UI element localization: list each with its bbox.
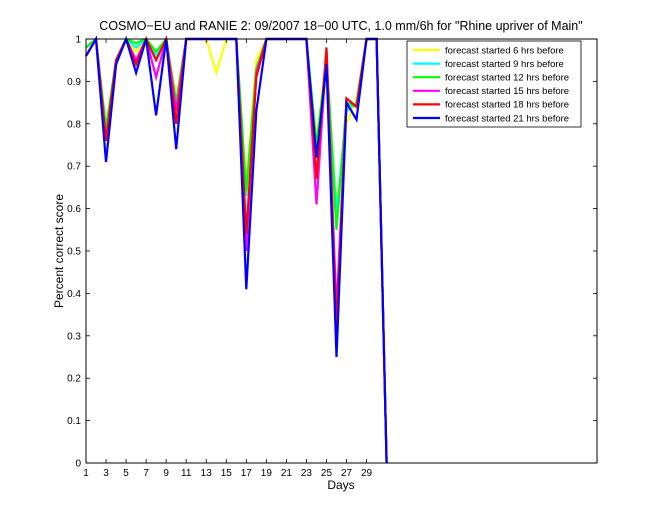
x-tick-label: 11 xyxy=(181,468,192,479)
x-tick-label: 29 xyxy=(361,468,373,479)
legend-entry-4: forecast started 15 hrs before xyxy=(445,86,569,97)
y-tick-label: 0.7 xyxy=(67,162,81,173)
x-tick-label: 27 xyxy=(341,468,353,479)
x-axis-label: Days xyxy=(327,478,354,492)
x-tick-label: 13 xyxy=(201,468,213,479)
x-tick-label: 1 xyxy=(83,468,89,479)
x-tick-label: 23 xyxy=(301,468,313,479)
x-tick-label: 25 xyxy=(321,468,333,479)
x-tick-label: 5 xyxy=(123,468,129,479)
ticks-layer: 1 3 5 7 9 11 13 15 17 19 21 23 25 27 2900.10.20.30.40.… xyxy=(67,35,597,479)
chart-title: COSMO−EU and RANIE 2: 09/2007 18−00 UTC,… xyxy=(99,19,582,33)
y-tick-label: 0.9 xyxy=(67,77,81,88)
y-tick-label: 0.2 xyxy=(67,374,81,385)
legend-box xyxy=(406,40,582,128)
y-tick-label: 1 xyxy=(75,35,81,46)
y-tick-label: 0.4 xyxy=(67,289,81,300)
y-tick-label: 0.1 xyxy=(67,416,81,427)
x-tick-label: 21 xyxy=(281,468,293,479)
legend-entry-6: forecast started 21 hrs before xyxy=(445,113,569,124)
x-tick-label: 9 xyxy=(163,468,169,479)
legend-entry-2: forecast started 9 hrs before xyxy=(445,59,564,70)
legend-entry-5: forecast started 18 hrs before xyxy=(445,100,569,111)
legend: forecast started 6 hrs before forecast st… xyxy=(406,40,582,128)
x-tick-label: 3 xyxy=(103,468,109,479)
y-tick-label: 0.6 xyxy=(67,204,81,215)
legend-entry-1: forecast started 6 hrs before xyxy=(445,45,564,56)
x-tick-label: 19 xyxy=(261,468,273,479)
y-tick-label: 0.8 xyxy=(67,119,81,130)
legend-entry-3: forecast started 12 hrs before xyxy=(445,73,569,84)
y-tick-label: 0.5 xyxy=(67,247,81,258)
x-tick-label: 17 xyxy=(241,468,253,479)
y-tick-label: 0.3 xyxy=(67,331,81,342)
x-tick-label: 15 xyxy=(221,468,233,479)
x-tick-label: 7 xyxy=(143,468,149,479)
y-tick-label: 0 xyxy=(75,459,81,470)
y-axis-label: Percent correct score xyxy=(52,194,66,308)
